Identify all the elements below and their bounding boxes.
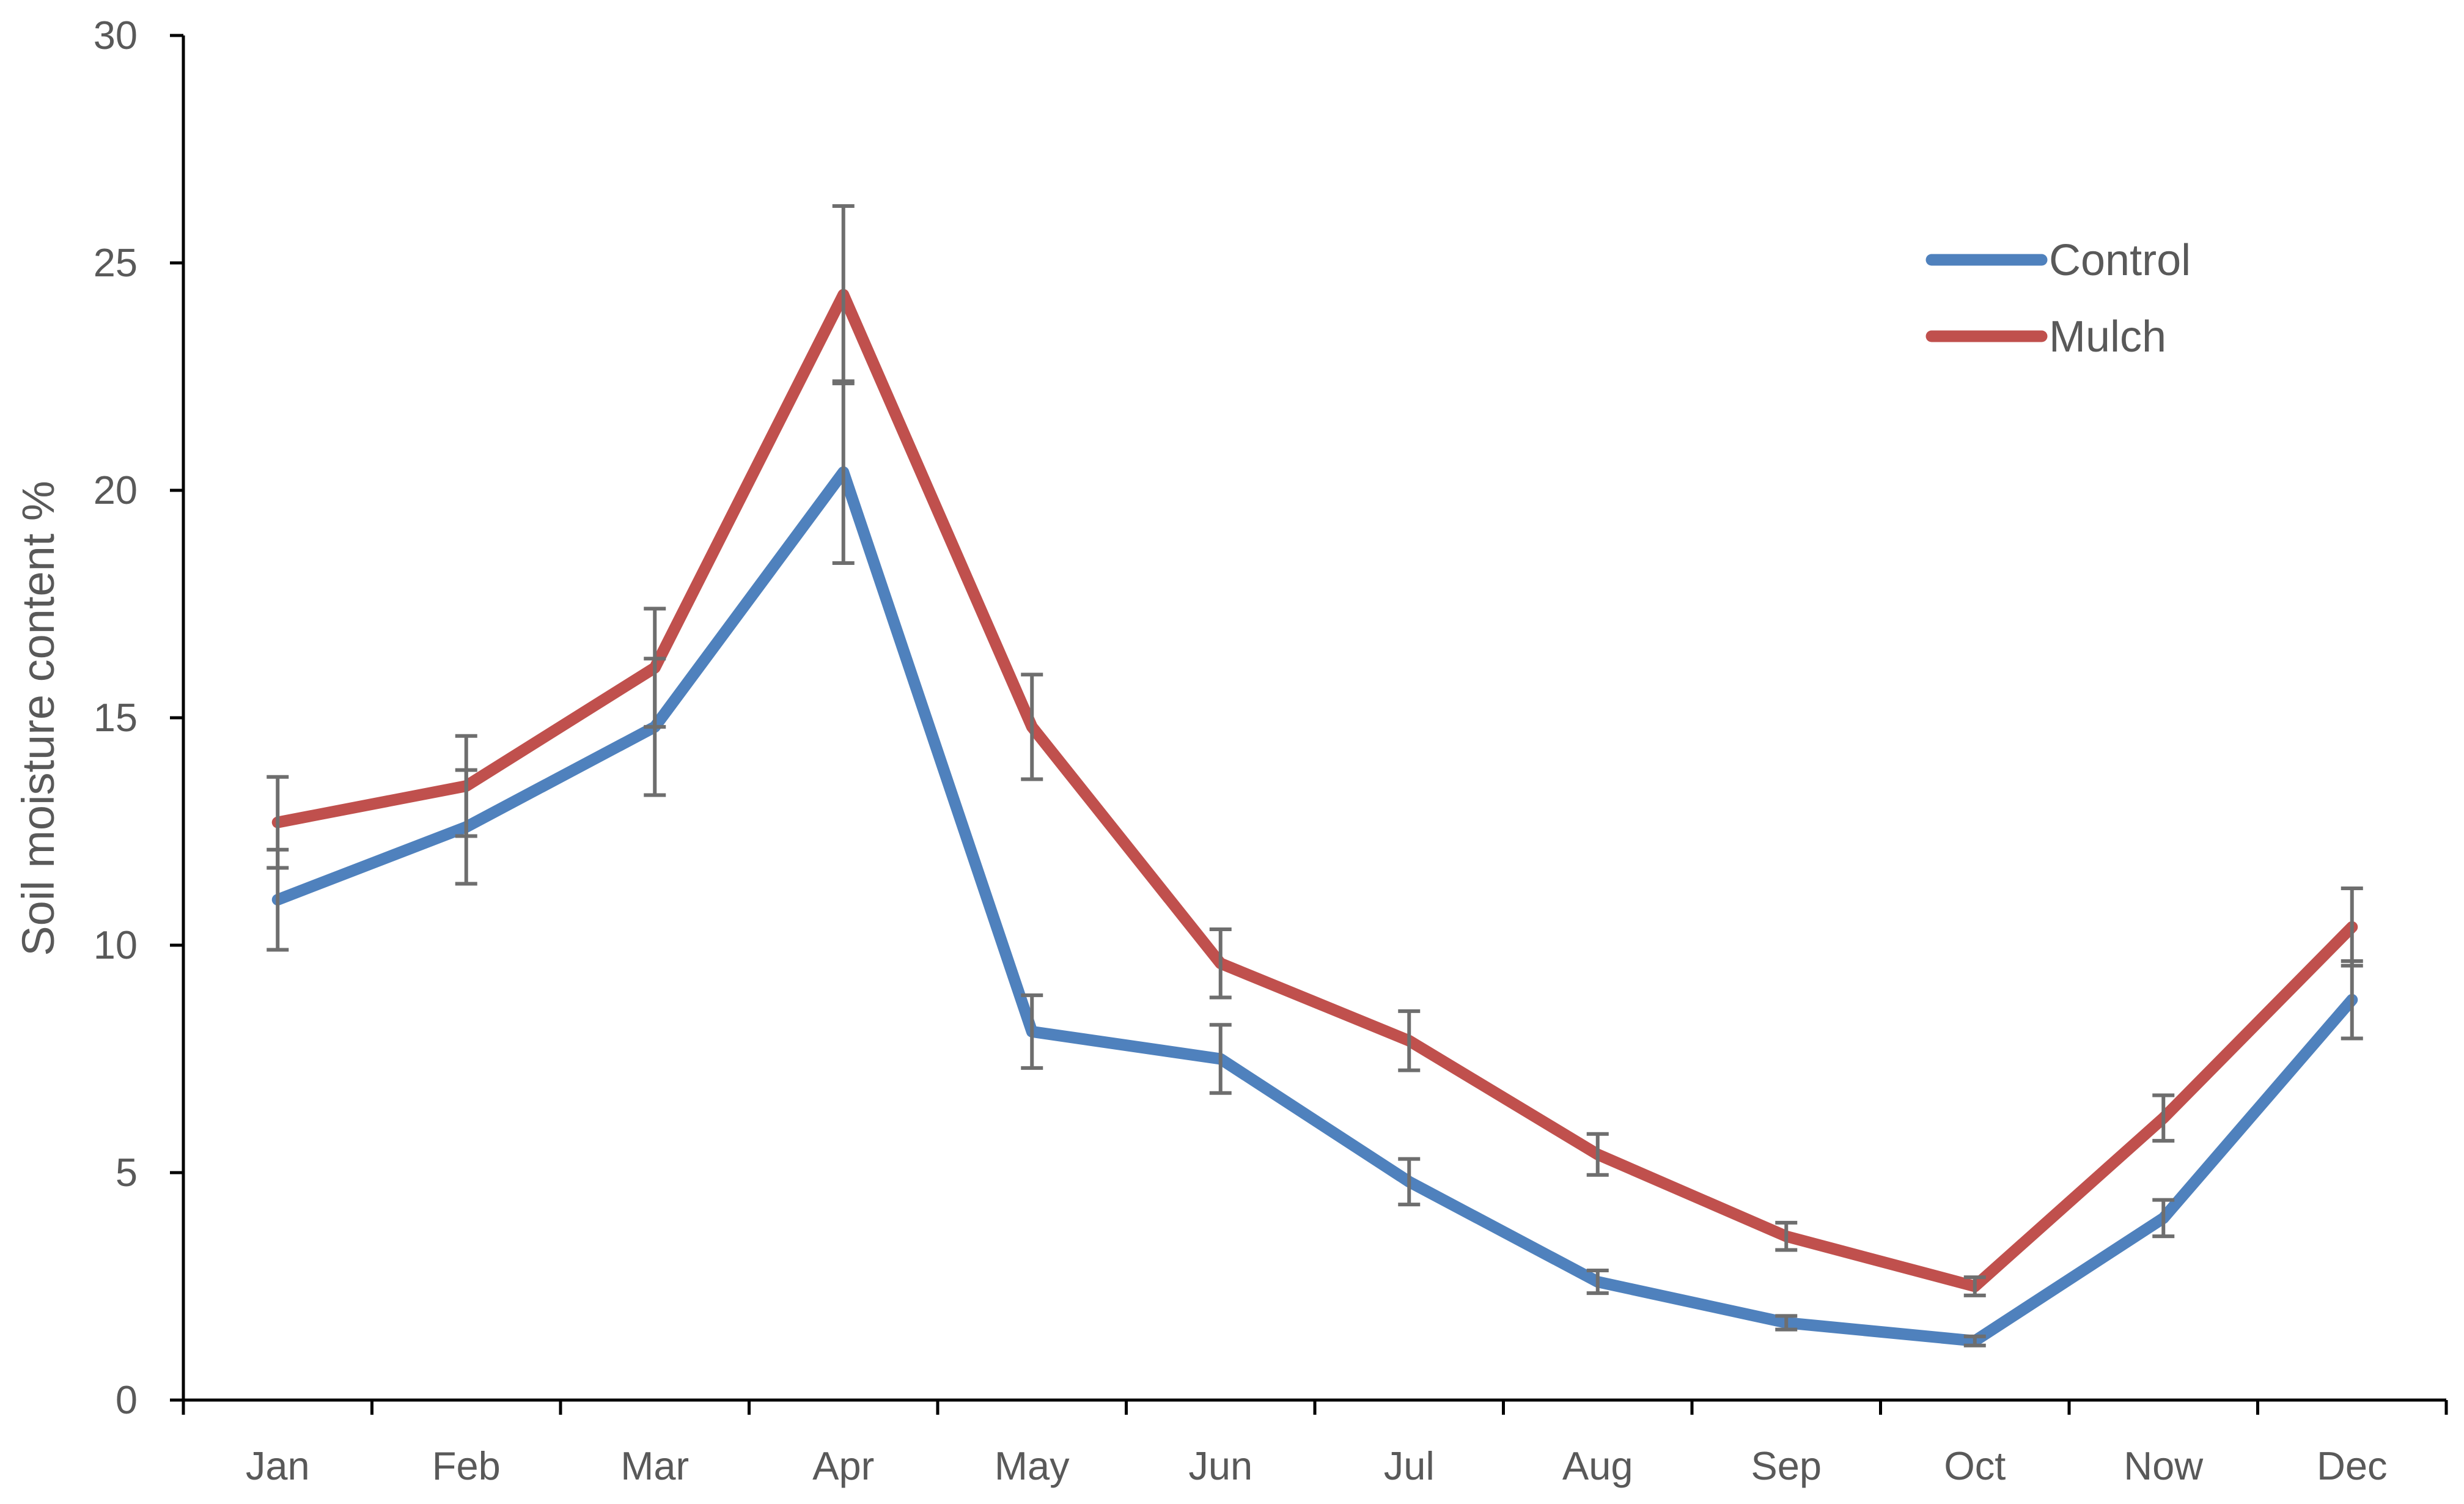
x-tick-label: Apr	[812, 1443, 874, 1488]
x-tick-label: Jul	[1384, 1443, 1435, 1488]
y-tick-label: 15	[94, 695, 138, 740]
series-line-control	[271, 466, 2358, 1347]
y-tick-label: 25	[94, 240, 138, 285]
error-bar-mulch	[1398, 1009, 1421, 1072]
x-tick-label: Jan	[246, 1443, 310, 1488]
legend: Control Mulch	[1925, 236, 2191, 361]
error-bar-layer	[267, 204, 2363, 1347]
x-tick-label: Feb	[432, 1443, 501, 1488]
error-bar-mulch	[267, 775, 289, 870]
error-bar-control	[832, 379, 855, 566]
error-bar-mulch	[1775, 1220, 1798, 1252]
y-tick-label: 5	[116, 1150, 138, 1195]
error-bar-control	[1209, 1023, 1232, 1095]
x-tick-label: Dec	[2317, 1443, 2388, 1488]
series-line-mulch	[271, 289, 2358, 1292]
error-bar-control	[1586, 1268, 1609, 1296]
error-bar-mulch	[1209, 927, 1232, 1000]
legend-label-control: Control	[2049, 236, 2191, 285]
error-bar-control	[1775, 1314, 1798, 1332]
error-bar-mulch	[832, 204, 855, 386]
x-tick-label: May	[995, 1443, 1070, 1488]
error-bar-mulch	[2341, 887, 2363, 968]
x-tick-label: Sep	[1751, 1443, 1822, 1488]
y-axis-title: Soil moisture content %	[13, 481, 64, 956]
error-bar-control	[1963, 1334, 1986, 1347]
legend-label-mulch: Mulch	[2049, 312, 2166, 361]
x-tick-label: Now	[2124, 1443, 2204, 1488]
error-bar-control	[2152, 1198, 2175, 1239]
x-tick-label: Jun	[1188, 1443, 1252, 1488]
y-tick-label: 30	[94, 13, 138, 57]
y-tick-label: 10	[94, 923, 138, 967]
error-bar-mulch	[455, 734, 477, 838]
error-bar-control	[2341, 959, 2363, 1041]
x-tick-label: Mar	[620, 1443, 689, 1488]
y-tick-label: 0	[116, 1377, 138, 1422]
series-layer	[271, 289, 2358, 1347]
error-bar-mulch	[644, 606, 666, 729]
x-tick-label: Aug	[1562, 1443, 1633, 1488]
error-bar-control	[1398, 1157, 1421, 1207]
error-bar-mulch	[2152, 1093, 2175, 1143]
y-tick-label: 20	[94, 468, 138, 512]
axes-layer: 0 5 10 15 20 25 30 Jan Feb Mar Apr May Jun Jul Aug Sep O…	[94, 13, 2448, 1488]
x-tick-label: Oct	[1944, 1443, 2006, 1488]
error-bar-mulch	[1021, 673, 1043, 781]
error-bar-control	[1021, 993, 1043, 1070]
error-bar-mulch	[1586, 1132, 1609, 1177]
error-bar-mulch	[1963, 1275, 1986, 1297]
